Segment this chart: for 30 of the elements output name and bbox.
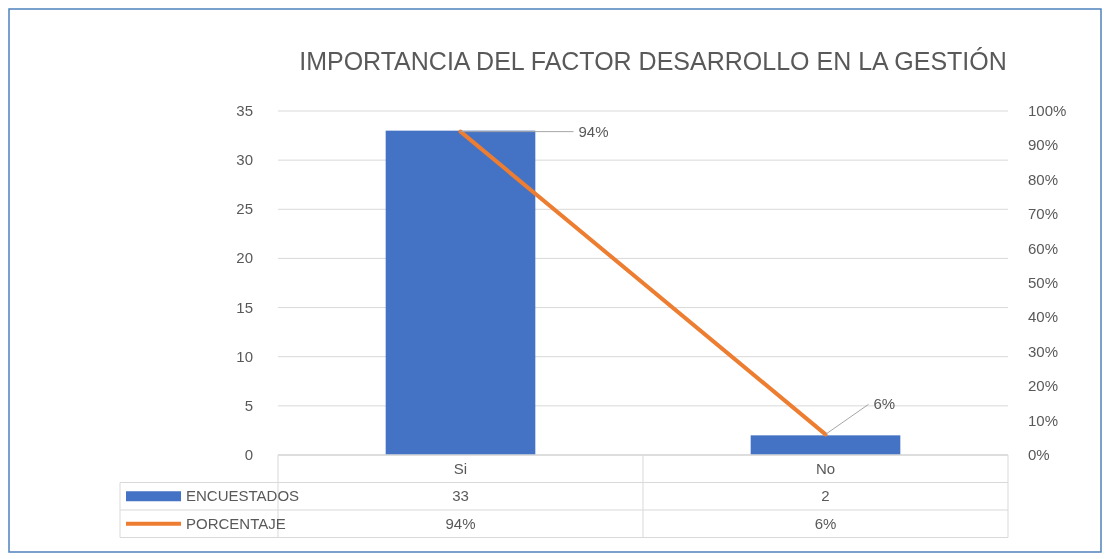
y-tick-label: 5 (244, 396, 253, 414)
y2-tick-label: 60% (1028, 239, 1059, 257)
text: 6% (873, 395, 896, 413)
legend-label: ENCUESTADOS (186, 487, 300, 505)
y2-tick-label: 70% (1028, 205, 1059, 223)
y2-tick-label: 50% (1028, 274, 1059, 291)
y-tick-label: 25 (236, 200, 253, 218)
y2-tick-label: 80% (1028, 170, 1059, 188)
y-tick-label: 15 (236, 298, 253, 316)
data-label: 2 (821, 487, 830, 505)
data-label: 94% (445, 514, 476, 532)
y2-tick-label: 100% (1028, 102, 1067, 119)
x-tick-label: Si (453, 459, 468, 477)
y-tick-label: 30 (236, 151, 253, 169)
y2-tick-label: 10% (1028, 411, 1059, 429)
x-tick-label: No (815, 459, 836, 477)
text: 94% (578, 122, 609, 140)
y2-tick-label: 90% (1028, 136, 1059, 154)
legend-label: PORCENTAJE (186, 514, 286, 532)
chart-title: IMPORTANCIA DEL FACTOR DESARROLLO EN LA GESTIÓN (299, 47, 1007, 75)
y-tick-label: 0 (244, 446, 253, 463)
y2-tick-label: 20% (1028, 377, 1059, 395)
data-label: 6% (814, 514, 837, 532)
y-tick-label: 35 (236, 102, 253, 119)
y2-tick-label: 40% (1028, 308, 1059, 326)
y2-tick-label: 30% (1028, 342, 1059, 360)
y2-tick-label: 0% (1028, 446, 1050, 463)
data-label: 33 (452, 487, 469, 505)
y-tick-label: 20 (236, 249, 253, 267)
y-tick-label: 10 (236, 347, 253, 365)
